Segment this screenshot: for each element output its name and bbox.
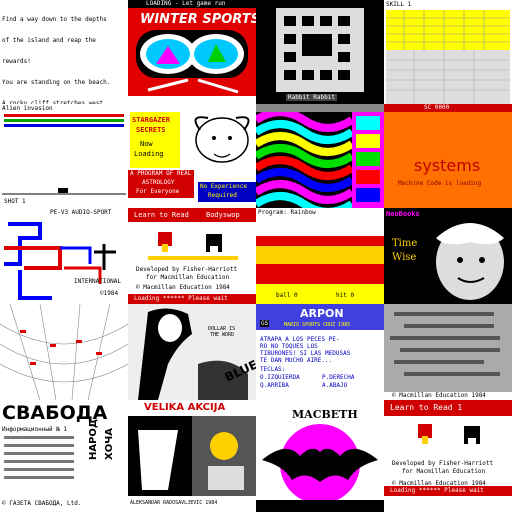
hit-score: hit 0 <box>336 292 354 299</box>
developer-label: Developed by Fisher-Harriott <box>392 460 493 467</box>
loading-status: Loading ****** Please wait <box>390 487 484 494</box>
arpon-title: ARPON <box>300 307 344 320</box>
score-label: SC 0000 <box>424 104 449 111</box>
tile-rainbow-program[interactable]: Program: Rainbow ball 0 hit 0 <box>256 208 384 304</box>
keys-title: TECLAS: <box>260 366 285 373</box>
learn-label: Learn to Read 1 <box>390 403 462 412</box>
tile-maze-game[interactable]: Rabbit Rabbit <box>256 0 384 104</box>
svaboda-footer: © ГАЗЕТА СВАБОДА, Ltd. <box>2 500 81 507</box>
info-line-1: ATRAPA A LOS PECES PE- <box>260 336 339 343</box>
tile-space-grid[interactable] <box>0 304 128 400</box>
brick-grid <box>384 0 512 112</box>
letter-stripes <box>352 112 384 208</box>
experience-line-2: Required <box>208 192 237 199</box>
tile-brick-grid-game[interactable]: SKILL 1 SC 0000 <box>384 0 512 112</box>
key-up: Q.ARRIBA <box>260 382 289 389</box>
adv-line: Find a way down to the depths <box>2 16 118 23</box>
tile-systems[interactable]: systems Machine Code is loading <box>384 112 512 208</box>
publisher-label: for Macmillan Education <box>402 468 485 475</box>
systems-subtitle: Machine Code is loading <box>398 180 481 187</box>
program-line-3: For Everyone <box>136 188 179 195</box>
sign-line-2: THE WORD <box>210 332 234 338</box>
loading-status: Loading ****** Please wait <box>134 295 228 302</box>
shot-label: SHOT 1 <box>4 198 26 205</box>
bat-moon-illustration <box>256 400 384 512</box>
experience-line-1: No Experience <box>200 183 247 190</box>
key-down: A.ABAJO <box>322 382 347 389</box>
year-label: ©1984 <box>100 290 118 297</box>
comic-illustration <box>128 304 256 400</box>
tile-winter-sports[interactable]: LOADING - Let game run WINTER SPORTS <box>128 0 256 104</box>
adv-line: rewards! <box>2 58 118 65</box>
tile-striped-letters[interactable] <box>352 112 384 208</box>
info-line-2: RO NO TOQUES LOS <box>260 343 318 350</box>
key-left: O.IZQUIERDA <box>260 374 300 381</box>
info-line-4: TE DAN MUCHO AIRE... <box>260 357 332 364</box>
tile-time-wise[interactable]: NeoBooks Time Wise <box>384 208 512 304</box>
narod-word: НАРОД <box>88 419 99 460</box>
tile-blue-comic[interactable]: DOLLAR IS THE WORD BLUE <box>128 304 256 400</box>
tile-text-adventure[interactable]: Find a way down to the depths of the isl… <box>0 0 128 104</box>
tile-macbeth[interactable]: MACBETH <box>256 400 384 512</box>
maze-grid <box>256 0 384 104</box>
program-line-2: ASTROLOGY <box>142 179 175 186</box>
tile-alien-invasion[interactable]: Alien invasion SHOT 1 <box>0 104 128 208</box>
international-label: INTERNATIONAL <box>74 278 121 285</box>
key-right: P.DERECHA <box>322 374 355 381</box>
tile-orbit-logo[interactable]: PE-V3 AUDIO-SPORT INTERNATIONAL ©1984 <box>0 208 128 304</box>
tile-macmillan-loading[interactable]: Developed by Fisher-Harriott for Macmill… <box>384 416 512 512</box>
ball-score: ball 0 <box>276 292 298 299</box>
program-line-1: A PROGRAM OF REAL <box>130 170 191 177</box>
tile-learn-to-read-1[interactable]: © Macmillan Education 1984 Learn to Read… <box>384 304 512 416</box>
info-line-3: TIBURONES! SI LAS MEDUSAS <box>260 350 350 357</box>
hocha-word: ХОЧА <box>104 428 115 460</box>
adv-line: You are standing on the beach. <box>2 79 118 86</box>
tile-color-waves[interactable] <box>256 112 352 208</box>
developer-label: Developed by Fisher-Harriott <box>136 266 237 273</box>
tile-learn-to-read-bodyswop[interactable]: Learn to Read Bodyswop Developed by Fish… <box>128 208 256 304</box>
gs-badge: GS <box>260 320 269 327</box>
publisher-label: for Macmillan Education <box>146 274 229 281</box>
tile-svaboda[interactable]: СВАБОДА Информационный № 1 НАРОД ХОЧА © … <box>0 400 128 512</box>
portrait-illustration <box>384 208 512 304</box>
goggles-illustration <box>128 0 256 104</box>
copyright-label: © Macmillan Education 1984 <box>136 284 230 291</box>
author-label: ALEKSANDAR RADOSAVLJEVIC 1984 <box>130 500 217 506</box>
tile-stargazer-secrets[interactable]: STARGAZER SECRETS Now Loading A PROGRAM … <box>128 104 256 208</box>
program-header: Program: Rainbow <box>258 209 316 216</box>
comic-panels <box>128 400 256 512</box>
tile-arpon[interactable]: ARPON GS MARIO SPORTS CRUZ 1985 ATRAPA A… <box>256 304 384 400</box>
credit-label: MARIO SPORTS CRUZ 1985 <box>284 322 350 328</box>
maze-caption: Rabbit Rabbit <box>286 94 337 101</box>
systems-title: systems <box>414 156 480 175</box>
wave-pattern <box>256 112 352 208</box>
alien-rows <box>0 104 128 208</box>
grid-perspective <box>0 304 128 400</box>
copyright-label: © Macmillan Education 1984 <box>392 392 486 399</box>
adv-line: of the island and reap the <box>2 37 118 44</box>
tile-velika-akcija[interactable]: VELIKA AKCIJA ALEKSANDAR RADOSAVLJEVIC 1… <box>128 400 256 512</box>
